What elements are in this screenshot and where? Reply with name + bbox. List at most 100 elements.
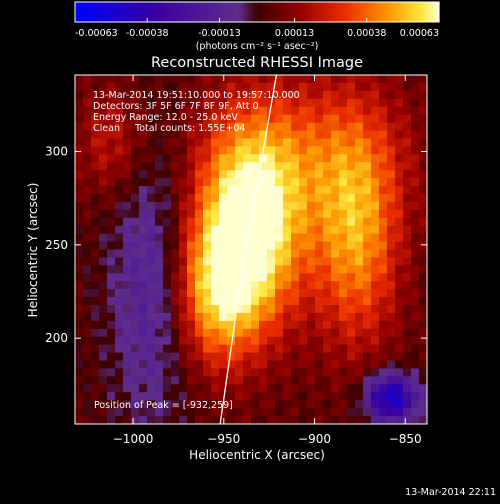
heatmap-cell — [395, 289, 404, 298]
heatmap-cell — [315, 201, 324, 211]
heatmap-cell — [339, 257, 348, 266]
heatmap-cell — [179, 400, 188, 409]
heatmap-cell — [411, 138, 420, 147]
heatmap-cell — [243, 392, 252, 401]
heatmap-cell — [339, 265, 348, 274]
heatmap-cell — [187, 368, 196, 377]
colorbar-swatch — [241, 2, 246, 22]
heatmap-cell — [91, 201, 100, 211]
heatmap-cell — [259, 114, 268, 124]
heatmap-cell — [275, 289, 284, 298]
heatmap-cell — [323, 328, 332, 338]
heatmap-cell — [219, 90, 228, 100]
heatmap-cell — [155, 193, 164, 203]
heatmap-cell — [411, 265, 420, 274]
heatmap-cell — [379, 130, 388, 139]
colorbar-swatch — [205, 2, 210, 22]
heatmap-cell — [267, 289, 276, 298]
heatmap-cell — [211, 138, 220, 147]
heatmap-cell — [83, 352, 92, 362]
colorbar-swatch — [257, 2, 261, 22]
heatmap-cell — [395, 162, 404, 171]
heatmap-cell — [275, 368, 284, 377]
heatmap-cell — [323, 257, 332, 266]
heatmap-cell — [187, 130, 196, 139]
colorbar-swatch — [329, 2, 334, 22]
heatmap-cell — [379, 305, 388, 314]
heatmap-cell — [235, 186, 244, 195]
heatmap-cell — [99, 305, 108, 314]
heatmap-cell — [171, 122, 180, 132]
heatmap-cell — [331, 98, 340, 108]
heatmap-cell — [347, 360, 356, 369]
heatmap-cell — [75, 257, 84, 266]
heatmap-cell — [363, 297, 372, 306]
heatmap-cell — [395, 376, 404, 385]
heatmap-cell — [235, 82, 244, 92]
heatmap-cell — [283, 217, 292, 227]
heatmap-cell — [203, 241, 212, 250]
heatmap-cell — [347, 392, 356, 401]
heatmap-cell — [275, 162, 284, 171]
heatmap-cell — [403, 376, 412, 385]
heatmap-cell — [195, 297, 204, 306]
heatmap-cell — [371, 392, 380, 401]
heatmap-cell — [107, 154, 116, 163]
heatmap-cell — [83, 138, 92, 147]
heatmap-cell — [315, 297, 324, 306]
heatmap-cell — [243, 217, 252, 227]
heatmap-cell — [251, 233, 260, 243]
heatmap-cell — [219, 289, 228, 298]
heatmap-cell — [315, 178, 324, 187]
colorbar-swatch — [278, 2, 282, 22]
heatmap-cell — [91, 178, 100, 187]
heatmap-cell — [299, 146, 308, 155]
heatmap-cell — [83, 114, 92, 124]
colorbar-swatch — [211, 2, 216, 22]
heatmap-cell — [275, 82, 284, 92]
heatmap-cell — [187, 154, 196, 163]
heatmap-cell — [107, 225, 116, 235]
heatmap-cell — [179, 312, 188, 322]
heatmap-cell — [275, 154, 284, 163]
heatmap-cell — [355, 106, 364, 116]
heatmap-cell — [323, 98, 332, 108]
heatmap-cell — [251, 376, 260, 385]
colorbar-tick-label: -0.00063 — [75, 28, 118, 39]
heatmap-cell — [307, 186, 316, 195]
heatmap-cell — [347, 320, 356, 330]
heatmap-cell — [315, 408, 324, 417]
heatmap-cell — [299, 249, 308, 258]
heatmap-cell — [171, 178, 180, 187]
heatmap-cell — [123, 400, 132, 409]
heatmap-cell — [283, 130, 292, 139]
heatmap-cell — [107, 75, 116, 84]
heatmap-cell — [131, 106, 140, 116]
heatmap-cell — [75, 209, 84, 219]
heatmap-cell — [419, 352, 428, 362]
heatmap-cell — [395, 336, 404, 346]
heatmap-cell — [371, 178, 380, 187]
heatmap-cell — [91, 106, 100, 116]
heatmap-cell — [379, 328, 388, 338]
heatmap-cell — [195, 392, 204, 401]
heatmap-cell — [83, 305, 92, 314]
colorbar-swatch — [369, 2, 373, 22]
heatmap-cell — [363, 336, 372, 346]
annotation-detectors: Detectors: 3F 5F 6F 7F 8F 9F, Att 0 — [93, 101, 259, 112]
heatmap-cell — [291, 312, 300, 322]
heatmap-cell — [171, 225, 180, 235]
heatmap-cell — [323, 201, 332, 211]
heatmap-cell — [171, 416, 180, 425]
heatmap-cell — [123, 289, 132, 298]
heatmap-cell — [227, 146, 236, 155]
heatmap-cell — [307, 209, 316, 219]
heatmap-cell — [403, 82, 412, 92]
heatmap-cell — [147, 186, 156, 195]
heatmap-cell — [243, 225, 252, 235]
heatmap-cell — [139, 305, 148, 314]
colorbar-swatch — [354, 2, 358, 22]
colorbar-swatch — [408, 2, 413, 22]
heatmap-cell — [419, 201, 428, 211]
heatmap-cell — [371, 273, 380, 282]
